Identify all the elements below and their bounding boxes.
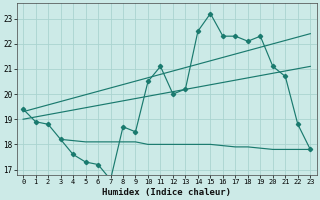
X-axis label: Humidex (Indice chaleur): Humidex (Indice chaleur) (102, 188, 231, 197)
